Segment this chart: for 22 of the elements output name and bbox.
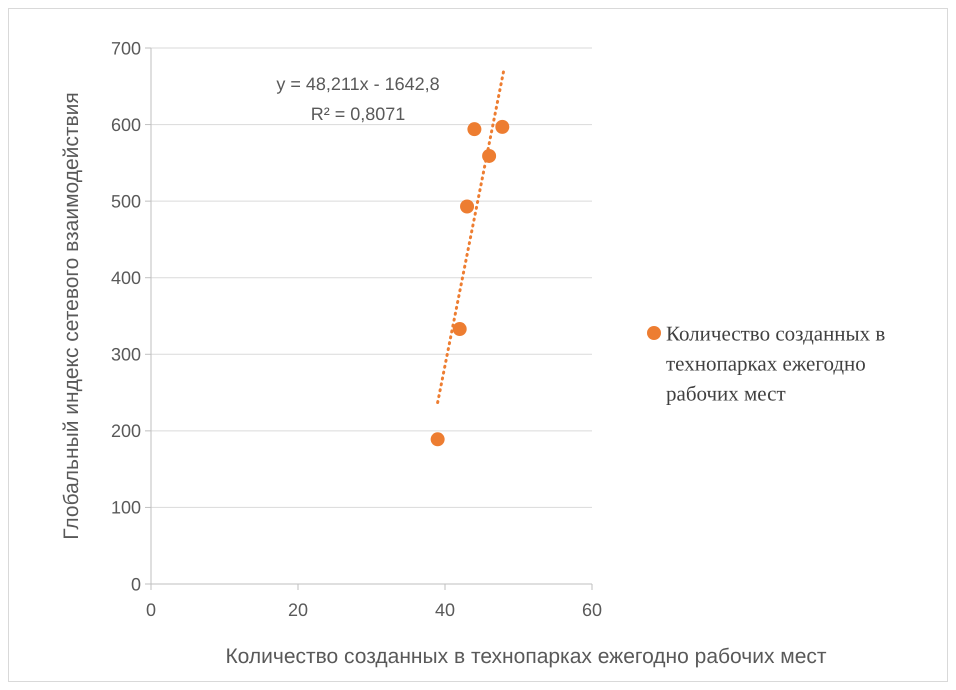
x-tick-label: 60 [582, 600, 602, 620]
annotation: R² = 0,8071 [310, 104, 406, 124]
y-tick-label: 0 [130, 574, 141, 594]
y-tick-label: 600 [110, 114, 141, 135]
x-tick-label: 0 [146, 600, 156, 620]
point [430, 432, 445, 446]
y-tick-label: 100 [110, 498, 141, 518]
y-tick-label: 400 [110, 268, 141, 288]
annotation: y = 48,211x - 1642,8 [276, 74, 440, 94]
y-axis-title: Глобальный индекс сетевого взаимодействия [60, 92, 83, 540]
y-tick-label: 300 [110, 344, 141, 365]
x-tick-label: 40 [434, 600, 456, 620]
x-axis-title: Количество созданных в технопарках ежегодно рабочих мест [225, 645, 827, 668]
point [495, 120, 510, 134]
point [452, 322, 467, 336]
x-tick-label: 20 [288, 600, 308, 620]
y-tick-label: 700 [110, 38, 141, 58]
y-tick-label: 200 [110, 421, 141, 442]
point [467, 122, 482, 136]
y-tick-label: 500 [110, 191, 141, 212]
point [460, 200, 474, 214]
legend-label: Количество созданных в технопарках ежегодно рабочих мест [666, 321, 886, 406]
